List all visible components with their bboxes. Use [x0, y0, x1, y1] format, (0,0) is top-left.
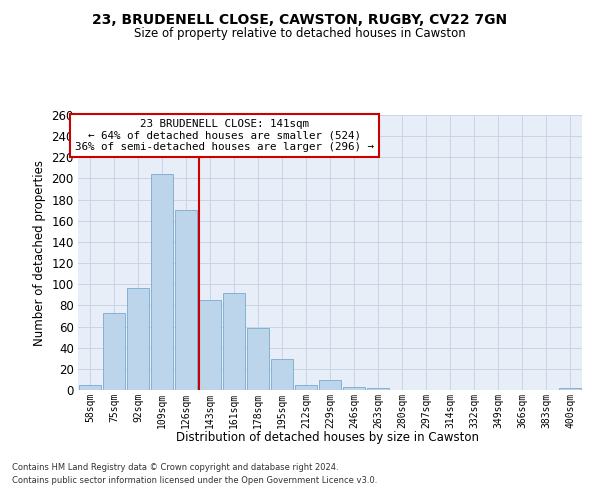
- Text: 23, BRUDENELL CLOSE, CAWSTON, RUGBY, CV22 7GN: 23, BRUDENELL CLOSE, CAWSTON, RUGBY, CV2…: [92, 12, 508, 26]
- Bar: [295, 384, 317, 390]
- Bar: [247, 328, 269, 390]
- Bar: [79, 384, 101, 390]
- Text: Distribution of detached houses by size in Cawston: Distribution of detached houses by size …: [176, 431, 479, 444]
- Bar: [223, 292, 245, 390]
- Bar: [559, 388, 581, 390]
- Bar: [151, 174, 173, 390]
- Y-axis label: Number of detached properties: Number of detached properties: [33, 160, 46, 346]
- Bar: [127, 288, 149, 390]
- Bar: [199, 300, 221, 390]
- Bar: [343, 387, 365, 390]
- Text: Size of property relative to detached houses in Cawston: Size of property relative to detached ho…: [134, 28, 466, 40]
- Text: Contains HM Land Registry data © Crown copyright and database right 2024.: Contains HM Land Registry data © Crown c…: [12, 464, 338, 472]
- Bar: [319, 380, 341, 390]
- Text: 23 BRUDENELL CLOSE: 141sqm
← 64% of detached houses are smaller (524)
36% of sem: 23 BRUDENELL CLOSE: 141sqm ← 64% of deta…: [74, 119, 374, 152]
- Bar: [103, 313, 125, 390]
- Text: Contains public sector information licensed under the Open Government Licence v3: Contains public sector information licen…: [12, 476, 377, 485]
- Bar: [271, 360, 293, 390]
- Bar: [367, 388, 389, 390]
- Bar: [175, 210, 197, 390]
